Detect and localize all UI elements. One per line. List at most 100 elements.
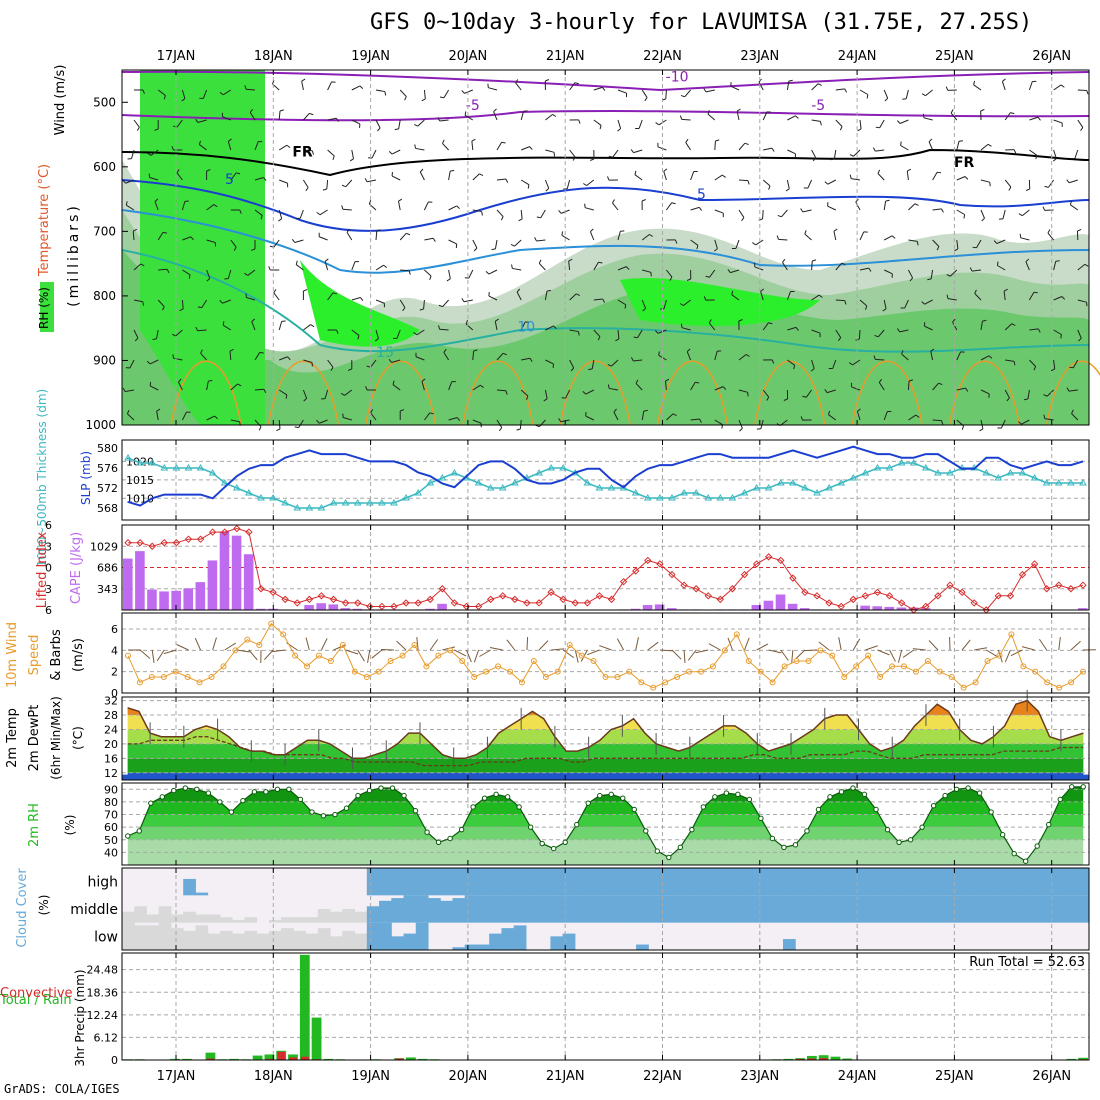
cloud-middle-bar xyxy=(195,914,209,923)
wind-barb xyxy=(1021,419,1030,425)
wind-barb-flag xyxy=(1043,414,1046,419)
wind-barb xyxy=(1047,232,1054,241)
cloud-middle-bar xyxy=(721,895,735,923)
wind-barb xyxy=(448,239,457,245)
surface-wind-barb xyxy=(902,649,915,658)
wind-barb xyxy=(901,353,909,361)
wind-barb-flag xyxy=(828,410,831,415)
wind-barb xyxy=(519,419,522,430)
rh-point xyxy=(1022,858,1029,864)
lifted-index-point xyxy=(474,602,483,611)
x-tick-label-bottom: 18JAN xyxy=(254,1069,293,1084)
wind-barb-flag xyxy=(818,294,823,298)
wind-barb xyxy=(249,112,256,121)
y-label-speed: Speed xyxy=(27,635,42,676)
lifted-index-point xyxy=(547,588,555,596)
isotherm-20 xyxy=(364,360,437,426)
wind-barb xyxy=(856,411,861,421)
surface-wind-barb xyxy=(506,639,516,651)
thickness-point xyxy=(849,474,858,481)
thickness-point xyxy=(607,484,616,491)
wind-barb xyxy=(351,85,361,91)
wind-barb xyxy=(324,261,329,271)
wind-barb-flag xyxy=(178,378,182,383)
wind-barb-flag xyxy=(324,258,329,262)
wind-barb-flag xyxy=(529,358,533,362)
wind-barb xyxy=(612,149,619,158)
wind-barb xyxy=(1002,209,1006,219)
precip-total-bar xyxy=(323,1058,334,1060)
wind-barb xyxy=(1070,204,1079,211)
wind-barb xyxy=(448,205,457,211)
wind-barb-flag xyxy=(1006,397,1010,402)
wind-barb xyxy=(229,350,232,361)
wind-barb xyxy=(569,329,579,333)
y-label-total-rain: Total / Rain xyxy=(0,993,72,1008)
temp-tick-label: 12 xyxy=(104,767,118,780)
cloud-high-bar xyxy=(758,868,772,896)
temp-tick-label: 24 xyxy=(104,723,118,736)
lifted-index-point xyxy=(523,599,531,607)
wind-barb xyxy=(351,297,361,301)
cloud-high-bar xyxy=(954,868,968,896)
surface-wind-barb xyxy=(151,649,155,663)
wind-barb xyxy=(956,141,960,151)
y-label-wind: Wind (m/s) xyxy=(53,65,68,136)
wind-barb xyxy=(755,239,764,246)
wind-barb xyxy=(327,117,337,121)
wind-barb-flag xyxy=(747,180,750,185)
wind-speed-point xyxy=(304,663,311,670)
wind-barb xyxy=(762,179,771,187)
wind-barb-flag xyxy=(332,292,338,295)
thickness-point xyxy=(1018,469,1027,476)
wind-barb xyxy=(278,209,283,219)
wind-barb-flag xyxy=(538,259,542,264)
wind-barb-flag xyxy=(1018,213,1023,217)
wind-barb xyxy=(424,412,431,421)
wind-frame xyxy=(121,612,1090,694)
wind-barb xyxy=(415,147,425,151)
wind-barb-flag xyxy=(163,95,166,100)
precip-total-bar xyxy=(264,1054,275,1060)
cloud-low-bar xyxy=(183,930,196,950)
rh-point xyxy=(355,792,361,799)
wind-speed-point xyxy=(638,679,645,686)
wind-barb-flag xyxy=(236,172,241,175)
wind-barb xyxy=(705,89,715,93)
wind-barb xyxy=(295,264,304,271)
wind-barb-flag xyxy=(800,416,804,421)
wind-barb-flag xyxy=(884,97,889,102)
cloud-low-bar xyxy=(122,922,135,950)
isotherm-15 xyxy=(121,249,1090,353)
surface-wind-barb xyxy=(683,649,686,664)
wind-barb xyxy=(545,325,554,331)
rh-zone-high xyxy=(122,250,1089,425)
wind-barb xyxy=(391,359,401,363)
cloud-high-bar xyxy=(893,868,906,896)
rh-point xyxy=(550,845,557,852)
wind-barb xyxy=(1020,237,1030,241)
wind-barb-flag xyxy=(1084,263,1089,267)
wind-barb-flag xyxy=(450,169,455,172)
precip-total-bar xyxy=(417,1058,428,1060)
wind-barb xyxy=(1053,119,1063,124)
wind-barb xyxy=(399,299,406,308)
contour-label: FR xyxy=(292,144,313,160)
wind-speed-point xyxy=(423,663,430,670)
wind-barb xyxy=(1053,149,1057,159)
wind-barb-flag xyxy=(722,386,727,390)
wind-barb-flag xyxy=(669,276,673,281)
wind-barb xyxy=(805,389,813,398)
cape-bar xyxy=(654,604,665,610)
wind-barb xyxy=(980,355,990,361)
wind-barb xyxy=(714,419,723,426)
wind-barb-flag xyxy=(658,351,660,356)
wind-barb xyxy=(930,269,934,279)
cloud-middle-bar xyxy=(354,911,368,923)
wind-barb-flag xyxy=(251,318,256,322)
wind-barb-flag xyxy=(394,128,399,131)
wind-barb-flag xyxy=(122,387,126,392)
wind-barb-flag xyxy=(330,366,334,371)
cape-bar xyxy=(751,605,762,610)
rh-point xyxy=(217,799,223,805)
